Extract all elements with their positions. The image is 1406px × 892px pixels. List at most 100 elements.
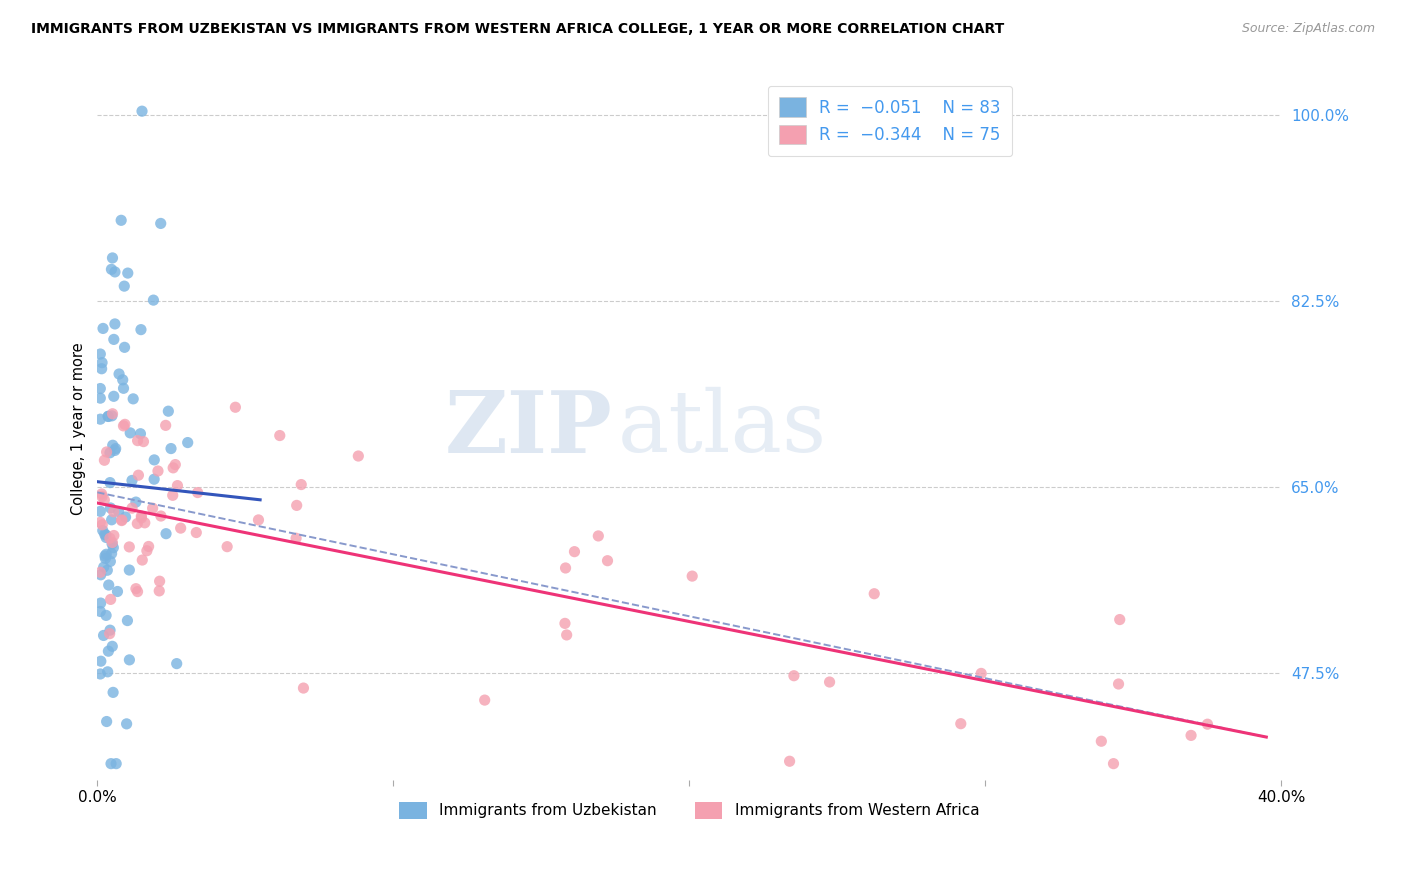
Point [554, 616, 576, 631]
Point [94, 549, 117, 563]
Point [138, 540, 160, 554]
Point [474, 693, 496, 707]
Point [89, 566, 111, 580]
Point [115, 716, 138, 731]
Point [1108, 613, 1130, 627]
Point [101, 438, 124, 452]
Point [131, 104, 153, 119]
Point [90, 596, 112, 610]
Point [148, 583, 170, 598]
Point [166, 478, 188, 492]
Point [131, 553, 153, 567]
Point [146, 464, 169, 478]
Point [104, 443, 127, 458]
Point [596, 554, 619, 568]
Point [101, 251, 124, 265]
Point [290, 477, 312, 491]
Point [97, 644, 120, 658]
Point [114, 340, 136, 354]
Point [91, 517, 114, 532]
Point [863, 587, 886, 601]
Point [91, 490, 114, 504]
Point [100, 262, 122, 277]
Point [681, 569, 703, 583]
Point [96, 445, 118, 459]
Point [165, 458, 187, 472]
Point [100, 547, 122, 561]
Point [155, 418, 177, 433]
Point [1108, 677, 1130, 691]
Point [100, 513, 122, 527]
Point [89, 516, 111, 530]
Point [564, 544, 586, 558]
Point [555, 628, 578, 642]
Point [114, 417, 136, 432]
Point [101, 407, 124, 421]
Point [97, 409, 120, 424]
Text: Source: ZipAtlas.com: Source: ZipAtlas.com [1241, 22, 1375, 36]
Point [186, 525, 208, 540]
Point [104, 442, 127, 456]
Point [121, 474, 143, 488]
Point [90, 654, 112, 668]
Point [131, 509, 153, 524]
Point [96, 547, 118, 561]
Point [112, 381, 135, 395]
Point [89, 412, 111, 426]
Point [149, 574, 172, 589]
Point [98, 626, 121, 640]
Point [160, 442, 183, 456]
Point [91, 356, 114, 370]
Point [98, 531, 121, 545]
Point [97, 578, 120, 592]
Point [142, 501, 165, 516]
Point [89, 605, 111, 619]
Point [125, 582, 148, 596]
Point [94, 608, 117, 623]
Point [98, 446, 121, 460]
Point [105, 756, 128, 771]
Point [94, 531, 117, 545]
Point [779, 754, 801, 768]
Point [89, 504, 111, 518]
Point [98, 623, 121, 637]
Point [101, 409, 124, 423]
Legend: Immigrants from Uzbekistan, Immigrants from Western Africa: Immigrants from Uzbekistan, Immigrants f… [394, 796, 986, 824]
Point [98, 554, 121, 568]
Point [187, 485, 209, 500]
Point [1102, 756, 1125, 771]
Point [112, 279, 135, 293]
Point [94, 551, 117, 566]
Point [129, 323, 152, 337]
Point [112, 418, 135, 433]
Point [89, 382, 111, 396]
Point [90, 567, 112, 582]
Point [285, 499, 308, 513]
Point [103, 528, 125, 542]
Point [143, 472, 166, 486]
Point [134, 516, 156, 530]
Point [94, 527, 117, 541]
Point [91, 321, 114, 335]
Point [111, 513, 134, 527]
Point [98, 475, 121, 490]
Text: IMMIGRANTS FROM UZBEKISTAN VS IMMIGRANTS FROM WESTERN AFRICA COLLEGE, 1 YEAR OR : IMMIGRANTS FROM UZBEKISTAN VS IMMIGRANTS… [31, 22, 1004, 37]
Point [97, 409, 120, 424]
Point [94, 528, 117, 542]
Point [1197, 717, 1219, 731]
Point [149, 509, 172, 524]
Point [101, 640, 124, 654]
Point [176, 435, 198, 450]
Point [89, 391, 111, 405]
Point [127, 516, 149, 531]
Point [1180, 728, 1202, 742]
Point [108, 367, 131, 381]
Point [89, 667, 111, 681]
Point [100, 592, 122, 607]
Point [103, 389, 125, 403]
Y-axis label: College, 1 year or more: College, 1 year or more [72, 343, 86, 515]
Point [129, 426, 152, 441]
Point [143, 453, 166, 467]
Point [93, 628, 115, 642]
Point [247, 513, 270, 527]
